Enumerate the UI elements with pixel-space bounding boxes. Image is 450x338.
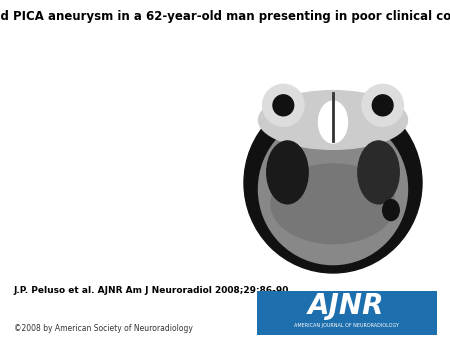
- Text: AJNR: AJNR: [308, 292, 385, 320]
- Circle shape: [244, 93, 422, 273]
- Circle shape: [362, 84, 403, 126]
- Circle shape: [263, 84, 304, 126]
- Text: A: A: [22, 258, 32, 272]
- Text: Ruptured PICA aneurysm in a 62-year-old man presenting in poor clinical conditio: Ruptured PICA aneurysm in a 62-year-old …: [0, 10, 450, 23]
- Circle shape: [238, 87, 428, 279]
- Text: B: B: [238, 258, 248, 272]
- Text: AMERICAN JOURNAL OF NEURORADIOLOGY: AMERICAN JOURNAL OF NEURORADIOLOGY: [294, 323, 399, 328]
- Circle shape: [273, 95, 294, 116]
- Text: ©2008 by American Society of Neuroradiology: ©2008 by American Society of Neuroradiol…: [14, 324, 193, 334]
- Ellipse shape: [319, 101, 347, 143]
- Ellipse shape: [271, 164, 395, 244]
- Circle shape: [258, 114, 408, 265]
- Circle shape: [372, 95, 393, 116]
- Ellipse shape: [382, 200, 399, 221]
- Ellipse shape: [267, 141, 308, 204]
- Ellipse shape: [258, 91, 408, 149]
- Ellipse shape: [358, 141, 399, 204]
- Text: J.P. Peluso et al. AJNR Am J Neuroradiol 2008;29:86-90: J.P. Peluso et al. AJNR Am J Neuroradiol…: [14, 286, 289, 295]
